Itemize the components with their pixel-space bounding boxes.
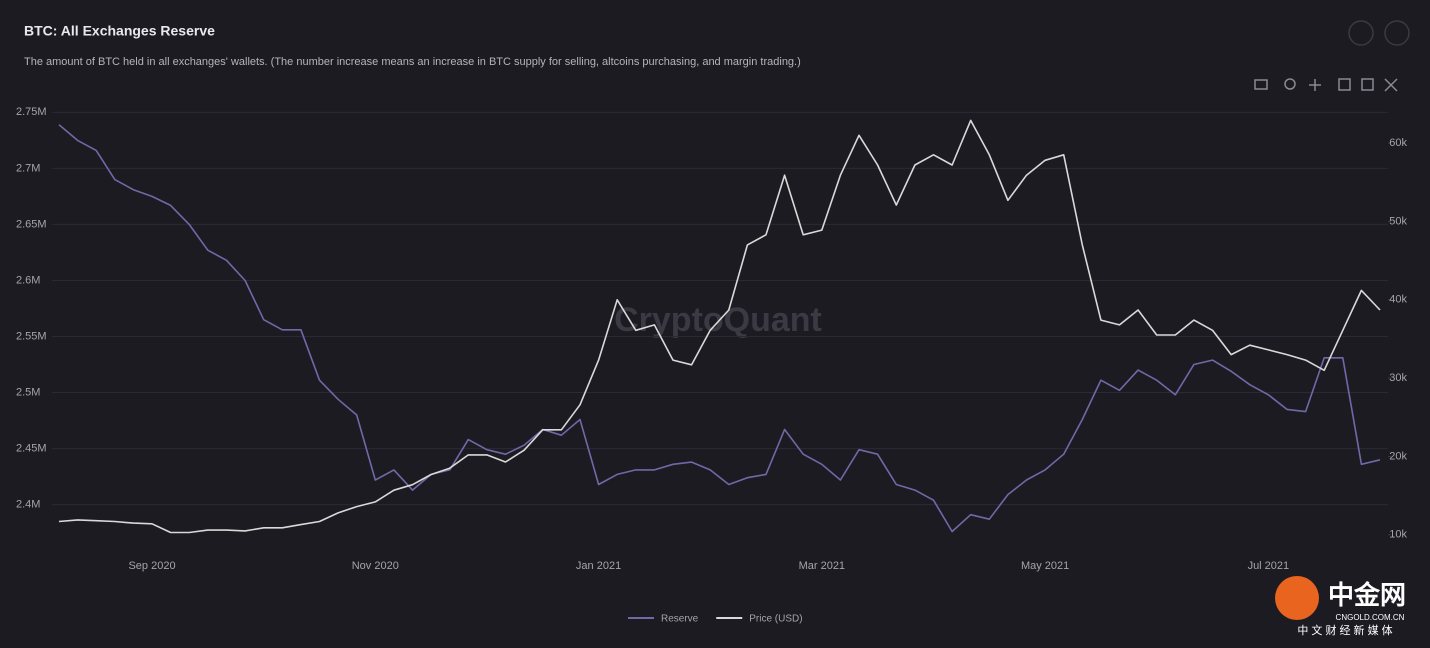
series-line [58,119,1381,534]
x-tick-label: Sep 2020 [128,560,175,572]
x-tick-label: May 2021 [1021,560,1069,572]
y2-tick-label: 30k [1389,372,1407,384]
y2-tick-label: 50k [1389,215,1407,227]
toolbar [1254,20,1410,92]
y-tick-label: 2.6M [16,274,40,286]
reset-icon[interactable] [1384,78,1398,92]
camera-icon[interactable] [1254,79,1268,90]
y2-tick-label: 60k [1389,137,1407,149]
y-tick-label: 2.55M [16,330,47,342]
y-tick-label: 2.75M [16,106,47,118]
chart-title: BTC: All Exchanges Reserve [24,23,215,39]
x-tick-label: Mar 2021 [799,560,845,572]
legend-label: Price (USD) [749,614,802,625]
y-tick-label: 2.7M [16,162,40,174]
legend-label: Reserve [661,614,699,625]
x-tick-label: Jul 2021 [1248,560,1290,572]
y2-tick-label: 20k [1389,450,1407,462]
chart-subtitle: The amount of BTC held in all exchanges'… [24,56,801,68]
y-tick-label: 2.4M [16,499,40,511]
pan-icon[interactable] [1309,79,1321,91]
bell-button[interactable] [1384,20,1410,46]
y2-tick-label: 40k [1389,294,1407,306]
zoom-out-icon[interactable] [1361,78,1374,91]
x-tick-label: Jan 2021 [576,560,621,572]
watermark: CryptoQuant [614,301,822,339]
zoom-in-icon[interactable] [1338,78,1351,91]
logo-mark [1275,576,1319,620]
star-button[interactable] [1348,20,1374,46]
y-tick-label: 2.45M [16,443,47,455]
y-tick-label: 2.5M [16,386,40,398]
logo-name: 中金网 [1328,580,1406,610]
logo-site: CNGOLD.COM.CN [1336,613,1405,622]
y2-tick-label: 10k [1389,529,1407,541]
logo-slogan: 中 文 财 经 新 媒 体 [1297,623,1392,637]
y-tick-label: 2.65M [16,218,47,230]
zoom-icon[interactable] [1284,78,1296,90]
x-tick-label: Nov 2020 [352,560,399,572]
series-line [58,124,1381,533]
